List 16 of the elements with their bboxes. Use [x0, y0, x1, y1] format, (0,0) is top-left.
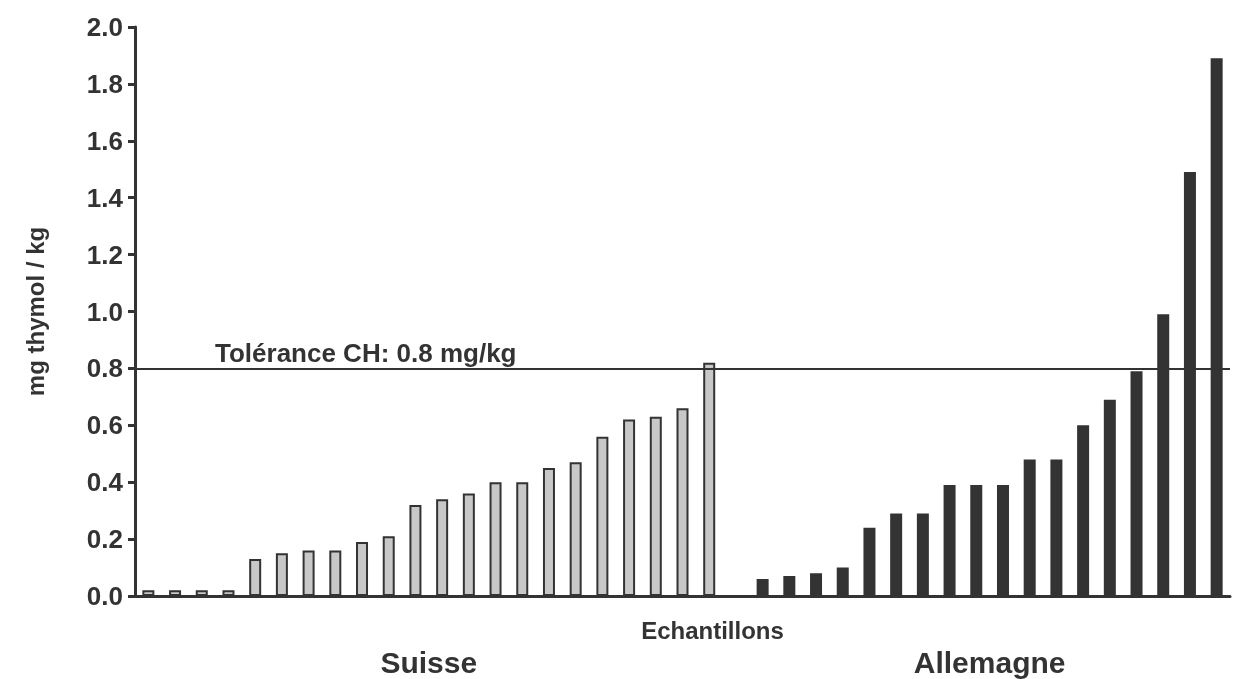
x-axis-title: Echantillons: [641, 616, 784, 644]
y-tick-label: 0.0: [86, 581, 123, 611]
y-tick-label: 1.4: [86, 182, 124, 213]
ref-line-label: Tolérance CH: 0.8 mg/kg: [215, 338, 517, 369]
y-axis-title: mg thymol / kg: [21, 226, 49, 397]
y-tick-label: 1.2: [86, 239, 123, 270]
series-label: Suisse: [380, 645, 478, 679]
y-tick-label: 1.0: [86, 296, 123, 327]
y-tick-label: 0.2: [86, 524, 123, 555]
y-tick-label: 0.8: [86, 353, 123, 384]
y-tick-label: 2.0: [86, 12, 123, 42]
series-label: Allemagne: [913, 645, 1066, 679]
y-tick-label: 1.8: [86, 68, 123, 99]
y-tick-label: 0.6: [86, 410, 123, 441]
y-tick-label: 1.6: [86, 125, 123, 156]
y-tick-label: 0.4: [86, 467, 124, 498]
